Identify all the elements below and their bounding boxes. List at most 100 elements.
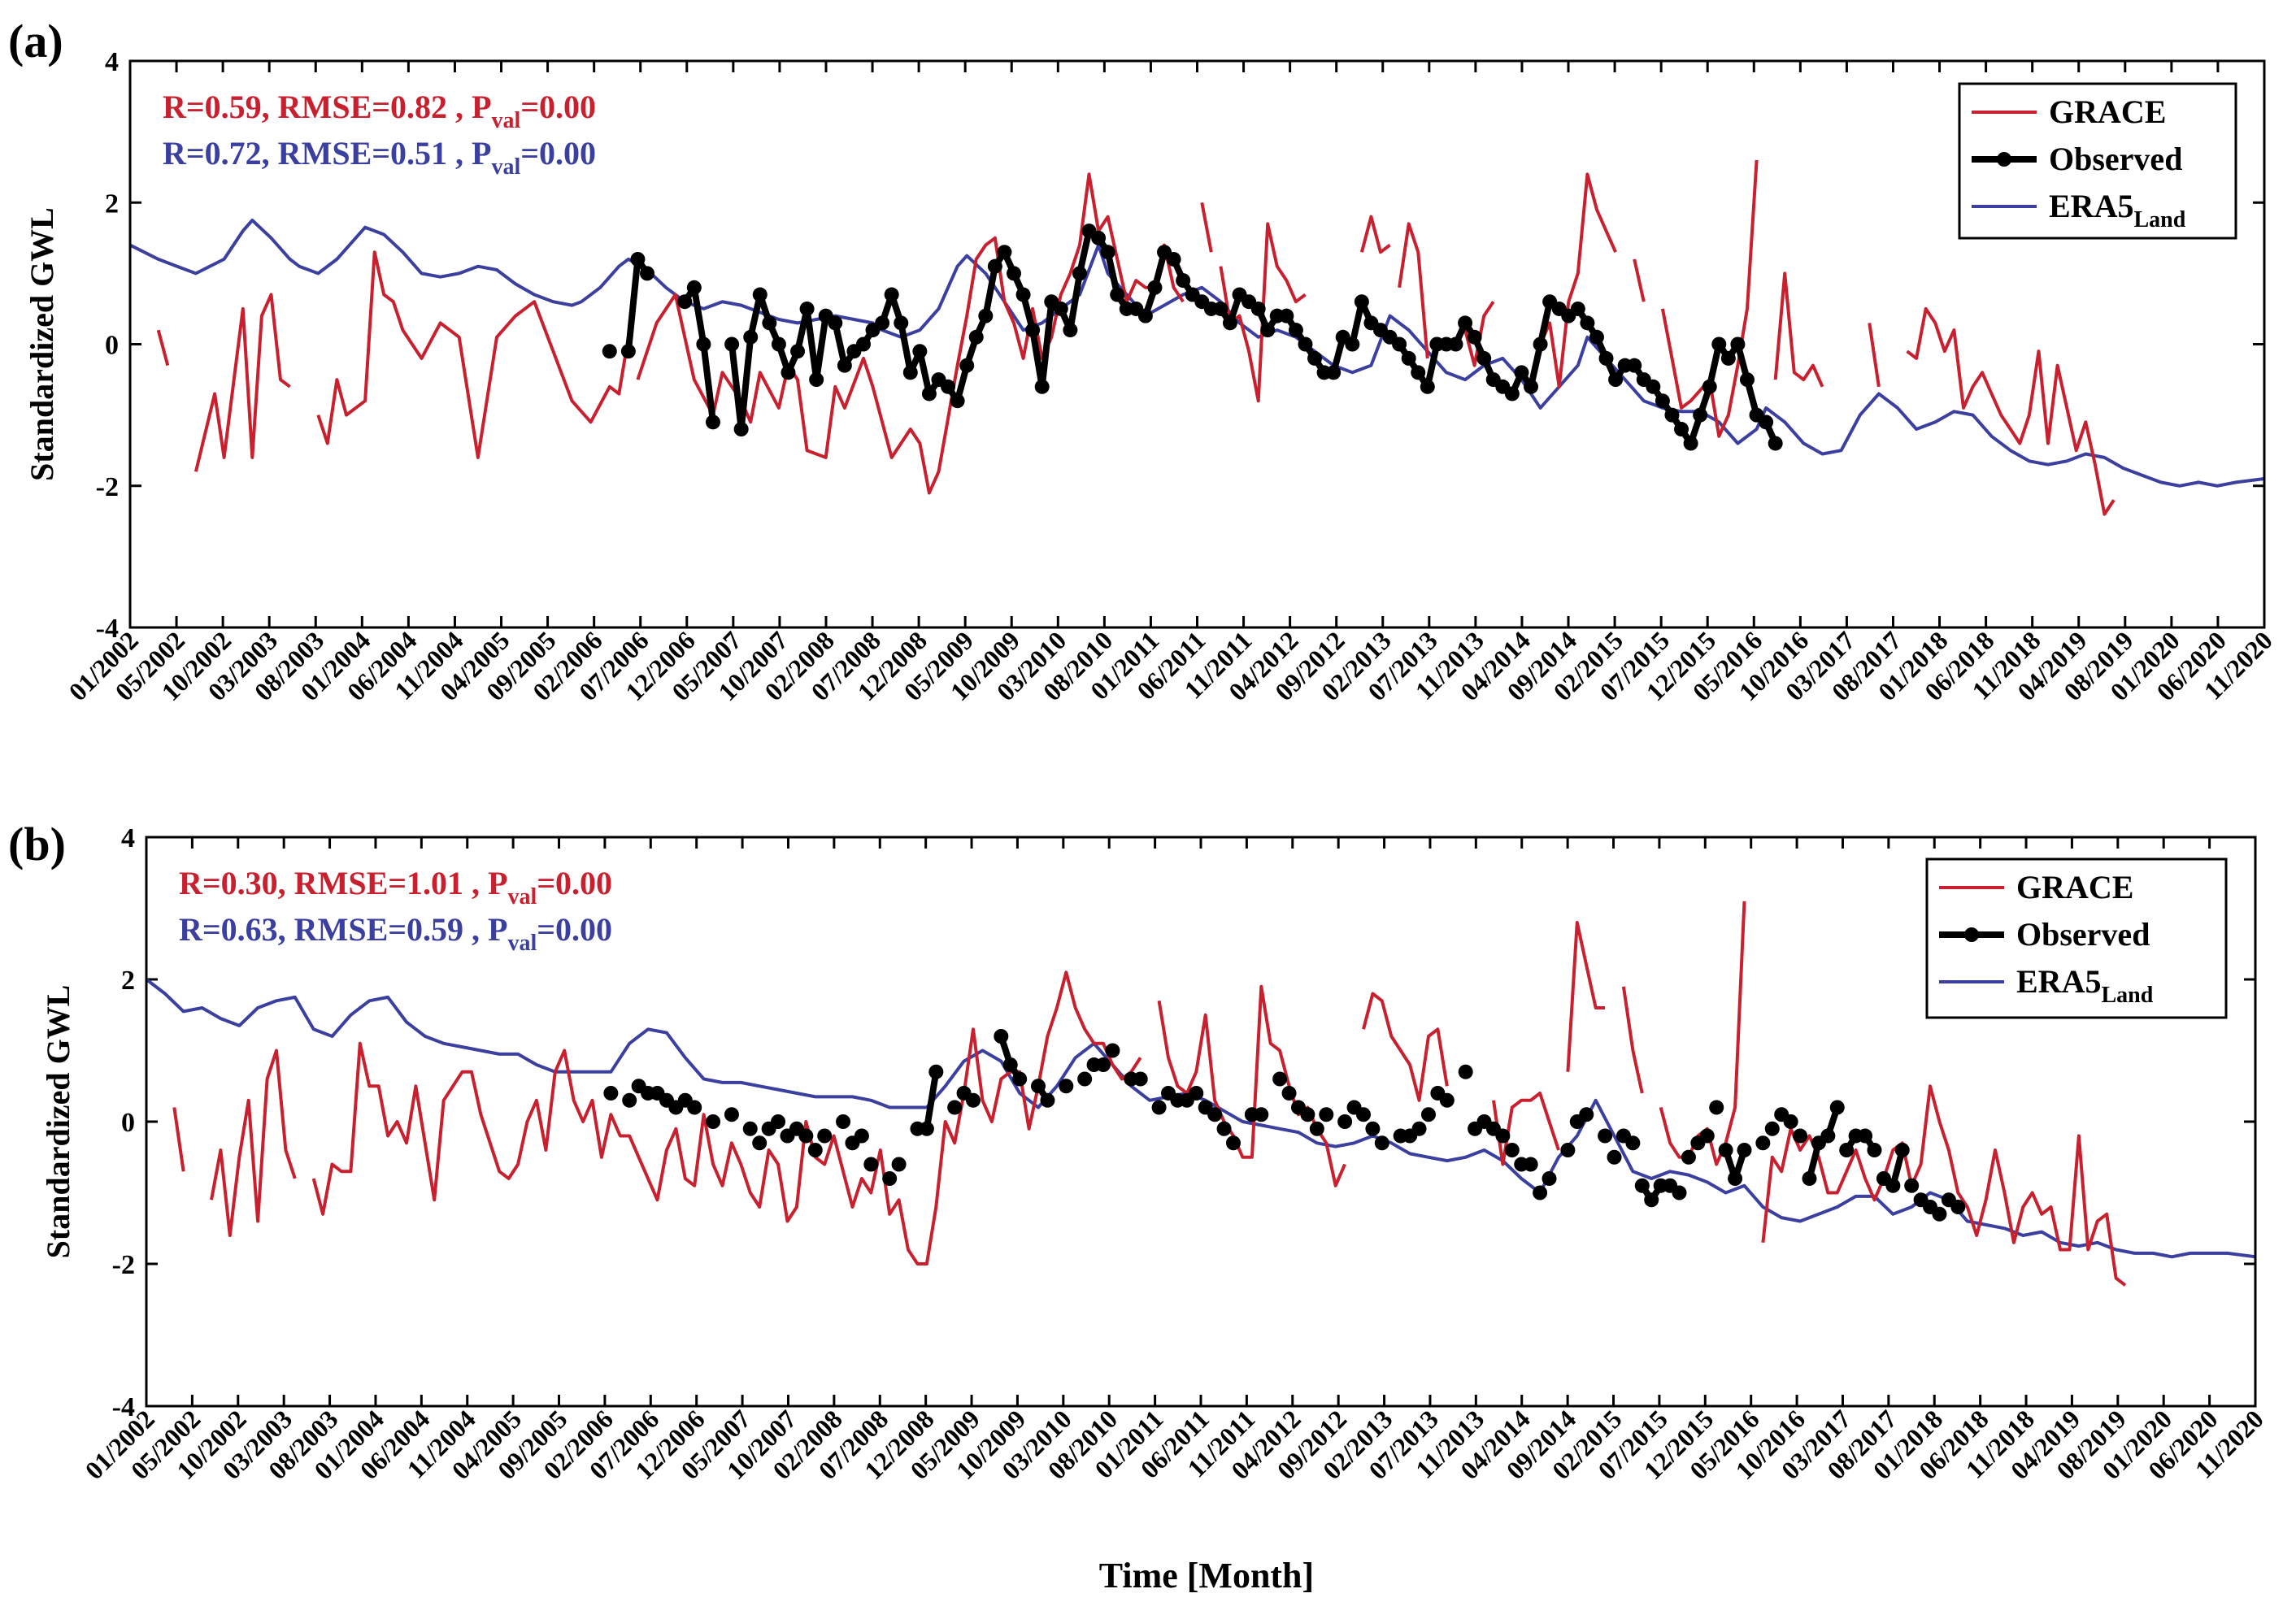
observed-point [742, 1121, 758, 1136]
observed-point [966, 1092, 981, 1108]
grace-line [194, 293, 291, 472]
grace-line [316, 250, 630, 459]
y-tick-label: 4 [121, 823, 135, 853]
observed-point [919, 1121, 934, 1136]
grace-line [1359, 215, 1391, 254]
observed-point [1281, 1086, 1297, 1101]
series-observed [603, 1029, 1966, 1222]
observed-point [968, 329, 984, 345]
observed-point [1681, 1149, 1696, 1165]
y-tick-label: 2 [121, 966, 135, 996]
observed-point [855, 336, 871, 352]
observed-point [1655, 393, 1670, 409]
observed-point [854, 1128, 869, 1144]
observed-point [1458, 1064, 1473, 1079]
observed-point [1151, 1100, 1167, 1115]
observed-point [1674, 422, 1689, 437]
series-grace [172, 901, 2127, 1287]
observed-point [1858, 1128, 1873, 1144]
observed-line [917, 1071, 940, 1132]
observed-point [941, 379, 956, 394]
observed-point [836, 1114, 851, 1129]
observed-point [1053, 301, 1068, 316]
y-tick-label: -2 [96, 472, 119, 502]
y-tick-label: 0 [121, 1108, 135, 1138]
observed-point [891, 1157, 907, 1172]
legend-label: Observed [2049, 141, 2182, 177]
panel-a: (a)Standardized GWL-4-202401/200205/2002… [8, 15, 2278, 706]
observed-point [1133, 1071, 1148, 1087]
grace-line [311, 970, 1142, 1266]
observed-point [1007, 266, 1022, 281]
y-tick-label: -4 [96, 614, 119, 644]
observed-line [681, 284, 716, 423]
observed-point [771, 1114, 786, 1129]
observed-point [705, 415, 720, 430]
panel-label: (b) [8, 818, 66, 870]
legend-label: ERA5Land [2016, 963, 2154, 1008]
observed-point [1598, 350, 1614, 366]
observed-point [1702, 379, 1717, 394]
observed-point [1718, 1143, 1733, 1157]
observed-point [1002, 1057, 1018, 1072]
observed-point [1598, 1128, 1613, 1144]
observed-point [912, 344, 928, 359]
legend-label: GRACE [2049, 93, 2166, 130]
observed-point [1337, 1114, 1353, 1129]
observed-point [1523, 1157, 1538, 1172]
observed-point [809, 372, 824, 388]
observed-point [640, 266, 655, 281]
observed-point [1533, 336, 1548, 352]
grace-line [1362, 992, 1449, 1102]
observed-line [728, 228, 1779, 447]
observed-point [1031, 1079, 1046, 1094]
stats-text: R=0.72, RMSE=0.51 , Pval=0.00 [163, 135, 596, 180]
era5_land-line [130, 219, 2264, 488]
stats-text: R=0.63, RMSE=0.59 , Pval=0.00 [179, 911, 612, 956]
observed-point [902, 365, 918, 380]
observed-point [1608, 372, 1624, 388]
observed-point [1166, 251, 1181, 267]
observed-point [1664, 407, 1680, 423]
observed-point [752, 287, 768, 302]
observed-point [630, 251, 646, 267]
observed-point [875, 315, 890, 331]
observed-point [928, 1064, 944, 1079]
observed-point [622, 1092, 637, 1108]
observed-point [894, 315, 909, 331]
observed-point [620, 344, 636, 359]
observed-point [1034, 379, 1050, 394]
observed-point [828, 315, 843, 331]
observed-point [1950, 1200, 1966, 1214]
observed-point [1298, 336, 1313, 352]
observed-point [807, 1143, 823, 1157]
observed-point [1063, 323, 1078, 338]
observed-point [1634, 1178, 1650, 1193]
observed-point [1225, 1135, 1241, 1151]
observed-point [1077, 1071, 1093, 1087]
observed-point [1137, 308, 1153, 323]
y-tick-label: 0 [105, 331, 119, 361]
observed-point [1737, 1143, 1752, 1157]
observed-point [1739, 372, 1755, 388]
observed-point [1768, 436, 1783, 451]
stats-text: R=0.59, RMSE=0.82 , Pval=0.00 [163, 89, 596, 133]
observed-point [1012, 1071, 1028, 1087]
stats-text: R=0.30, RMSE=1.01 , Pval=0.00 [179, 865, 612, 910]
observed-point [1759, 415, 1774, 430]
grace-line [1761, 1084, 2127, 1287]
observed-point [1100, 245, 1115, 260]
series-era5-land [130, 219, 2264, 488]
observed-point [1580, 315, 1595, 331]
observed-point [1300, 1107, 1315, 1122]
grace-line [1566, 921, 1606, 1072]
observed-point [1309, 1121, 1324, 1136]
observed-point [817, 1128, 833, 1144]
grace-line [1906, 306, 2116, 516]
observed-point [1607, 1149, 1622, 1165]
observed-point [743, 329, 759, 345]
observed-point [1839, 1143, 1855, 1157]
observed-point [1288, 323, 1303, 338]
observed-point [1627, 358, 1642, 373]
